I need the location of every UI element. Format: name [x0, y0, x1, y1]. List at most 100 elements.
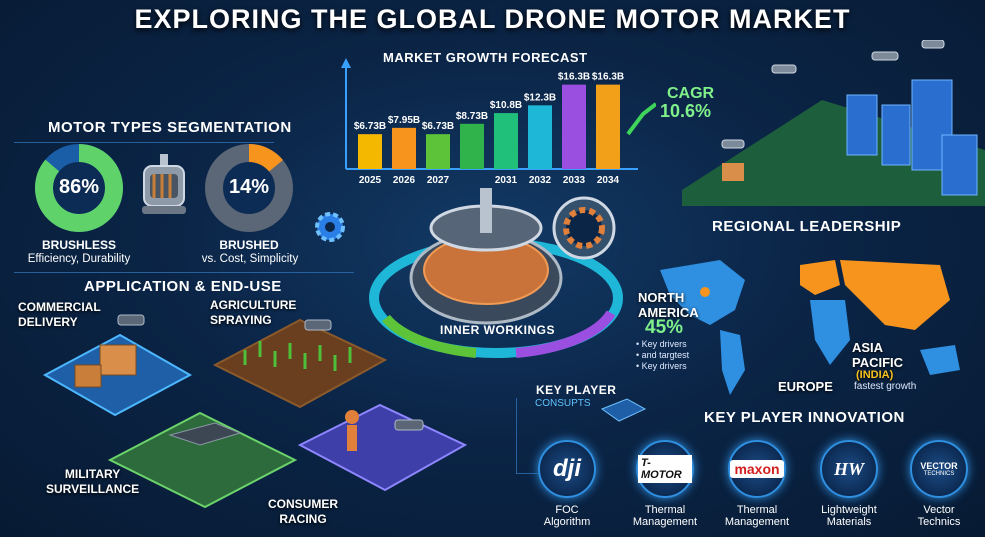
package-icon	[722, 163, 744, 181]
agriculture-label: AGRICULTURE SPRAYING	[210, 298, 297, 327]
key-player-label: KEY PLAYER	[536, 383, 617, 397]
package-icon	[99, 344, 137, 376]
asia-label: ASIA PACIFIC	[852, 340, 904, 370]
south-america-shape	[720, 330, 745, 395]
consumer-label: CONSUMER RACING	[268, 497, 339, 526]
cycle-ring-green	[382, 314, 477, 358]
drone-icons	[117, 314, 424, 431]
x-tick-label: 2027	[427, 175, 450, 186]
innovation-title: KEY PLAYER INNOVATION	[704, 409, 905, 426]
bar	[358, 134, 382, 169]
bar	[494, 113, 518, 169]
brushed-value: 14%	[228, 176, 270, 198]
buildings	[846, 79, 978, 196]
dji-logo: dji	[538, 440, 596, 498]
motor-types-title: MOTOR TYPES SEGMENTATION	[48, 119, 292, 136]
connector-line	[516, 398, 517, 474]
note-line: • Key drivers	[636, 339, 687, 349]
bar	[426, 134, 450, 169]
asia-shape	[840, 260, 950, 330]
chart-svg: $6.73B 2025 $7.95B 2026 $6.73B 2027 $8.73B$10.…	[341, 58, 658, 186]
brushless-value: 86%	[58, 176, 100, 198]
chip-icon	[600, 398, 647, 422]
x-tick-label: 2034	[597, 175, 620, 186]
x-tick-label: 2033	[563, 175, 586, 186]
bar-value-label: $16.3B	[592, 72, 624, 83]
bar-value-label: $6.73B	[354, 121, 386, 132]
bar-value-label: $8.73B	[456, 111, 488, 122]
pilot-body	[347, 425, 357, 451]
x-tick-label: 2026	[393, 175, 416, 186]
brushless-name: BRUSHLESS	[41, 238, 116, 252]
north-america-label: NORTH AMERICA	[638, 290, 699, 320]
hw-logo-text: HW	[833, 458, 864, 479]
chart-title: MARKET GROWTH FORECAST	[383, 50, 588, 65]
market-growth-chart: $6.73B 2025 $7.95B 2026 $6.73B 2027 $8.73B $10.…	[338, 44, 658, 194]
world-map	[660, 260, 960, 395]
cycle-ring-purple	[515, 310, 616, 358]
note-line: • and targtest	[636, 350, 690, 360]
africa-shape	[810, 300, 850, 365]
package-icon	[74, 364, 102, 388]
bar	[528, 105, 552, 169]
dji-logo-text: dji	[553, 455, 581, 482]
connector-line	[516, 473, 546, 474]
bar-value-label: $10.8B	[490, 100, 522, 111]
brushed-donut	[205, 144, 293, 232]
cagr-label: CAGR	[667, 85, 715, 102]
military-drone-icon	[168, 422, 242, 446]
logo-caption: Thermal Management	[724, 504, 790, 528]
note-line: • Key drivers	[636, 361, 687, 371]
logo-caption: Thermal Management	[632, 504, 698, 528]
x-tick-label: 2025	[359, 175, 382, 186]
asia-note: fastest growth	[854, 381, 917, 392]
vector-logo-text: VECTOR	[920, 461, 958, 471]
magnet-ring-inner	[563, 207, 605, 249]
x-tick-label: 2031	[495, 175, 518, 186]
crop-rows	[243, 341, 352, 371]
bar	[392, 127, 416, 169]
bar-value-label: $6.73B	[422, 121, 454, 132]
y-axis-arrow	[341, 58, 351, 68]
t-motor-logo: T-MOTOR	[636, 440, 694, 498]
location-pin-icon	[903, 303, 913, 313]
brushless-donut	[35, 144, 123, 232]
north-america-pct: 45%	[645, 317, 684, 338]
north-america-notes: • Key drivers • and targtest • Key drive…	[636, 339, 689, 372]
europe-label: EUROPE	[778, 379, 833, 394]
vector-logo: VECTOR TECHNICS	[910, 440, 968, 498]
inner-workings-label: INNER WORKINGS	[440, 323, 555, 337]
logo-caption: FOC Algorithm	[543, 504, 591, 528]
maxon-logo: maxon	[728, 440, 786, 498]
divider	[14, 272, 354, 273]
divider	[14, 142, 274, 143]
commercial-label: COMMERCIAL DELIVERY	[18, 300, 101, 329]
donut-fill	[205, 144, 293, 232]
motor-icon	[142, 154, 186, 214]
brushless-desc: Efficiency, Durability	[27, 253, 131, 265]
bar	[562, 84, 586, 169]
growth-arrow	[626, 102, 658, 136]
regional-title: REGIONAL LEADERSHIP	[712, 218, 902, 235]
military-label: MILITARY SURVEILLANCE	[46, 467, 140, 496]
consumer-tile	[297, 403, 468, 492]
applications-title: APPLICATION & END-USE	[84, 278, 282, 295]
vector-logo-subtext: TECHNICS	[923, 471, 955, 477]
india-label: (INDIA)	[856, 369, 894, 381]
bar-value-label: $16.3B	[558, 72, 590, 83]
brushed-desc: vs. Cost, Simplicity	[201, 253, 299, 265]
motor-diagram	[369, 188, 623, 358]
t-motor-logo-text: T-MOTOR	[638, 455, 692, 483]
hw-logo: HW	[820, 440, 878, 498]
bar	[460, 123, 484, 169]
oceania-shape	[920, 345, 960, 375]
application-tiles	[42, 314, 468, 509]
logo-caption: Lightweight Materials	[821, 504, 877, 528]
location-pin-icon	[700, 287, 710, 297]
x-tick-label: 2032	[529, 175, 552, 186]
logo-caption: Vector Technics	[917, 504, 961, 528]
bar	[596, 84, 620, 169]
shaft	[480, 188, 492, 233]
gear-icon	[315, 212, 345, 242]
pilot-icon	[345, 410, 359, 424]
